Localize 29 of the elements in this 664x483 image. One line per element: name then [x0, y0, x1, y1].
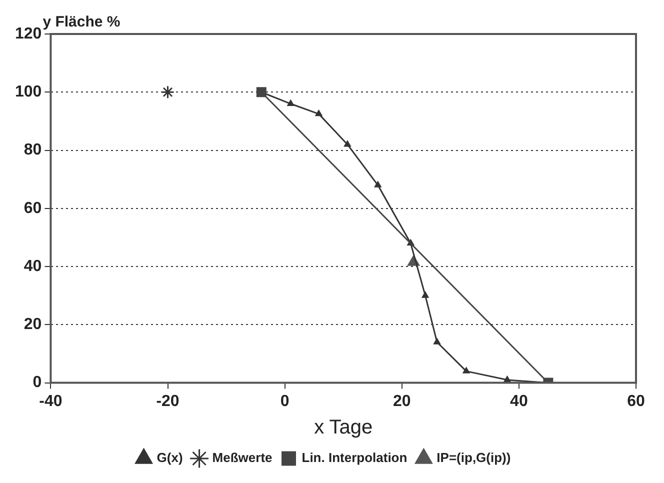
- y-tick-label: 0: [32, 374, 42, 392]
- x-tick-label: 20: [392, 392, 411, 410]
- legend-label: IP=(ip,G(ip)): [436, 450, 511, 466]
- point: [374, 181, 382, 188]
- point: [504, 376, 511, 382]
- point: [287, 100, 294, 106]
- point: [315, 110, 322, 116]
- point: [256, 87, 266, 98]
- y-tick-label: 40: [24, 258, 42, 275]
- x-tick-label: -40: [39, 392, 62, 410]
- point: [462, 367, 470, 374]
- x-tick-label: -20: [156, 392, 180, 410]
- legend-label: Meßwerte: [212, 450, 272, 466]
- x-tick-label: 0: [280, 392, 290, 410]
- y-tick-label: 60: [24, 200, 42, 217]
- y-tick-label: 20: [24, 316, 42, 334]
- point: [344, 140, 351, 147]
- y-axis-title: y Fläche %: [42, 14, 120, 31]
- x-axis-title: x Tage: [314, 416, 373, 439]
- legend-label: Lin. Interpolation: [302, 450, 408, 466]
- point: [161, 85, 175, 99]
- x-tick-label: 60: [627, 392, 645, 410]
- y-tick-label: 100: [14, 84, 42, 101]
- legend-label: G(x): [156, 450, 183, 466]
- point: [422, 292, 429, 298]
- point: [434, 338, 440, 344]
- x-tick-label: 40: [510, 392, 528, 410]
- y-tick-label: 80: [24, 142, 42, 159]
- y-tick-label: 120: [14, 25, 42, 42]
